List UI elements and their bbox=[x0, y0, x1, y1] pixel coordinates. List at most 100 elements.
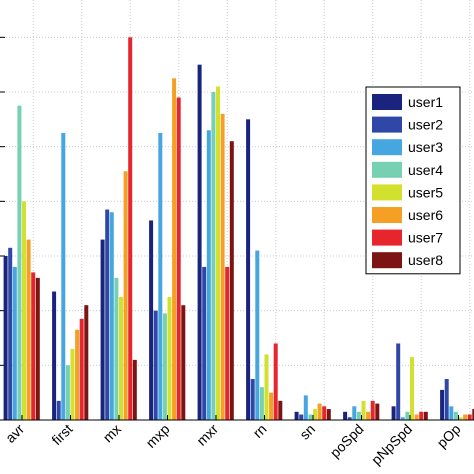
bar-user1-mx bbox=[100, 239, 105, 420]
bar-user4-rn bbox=[259, 387, 264, 420]
bar-user1-avr bbox=[3, 256, 8, 420]
bar-user4-sn bbox=[308, 414, 313, 420]
bar-user4-pOp bbox=[453, 411, 458, 420]
bar-user5-avr bbox=[22, 201, 26, 420]
legend-swatch-user5 bbox=[372, 184, 402, 201]
bar-user7-avr bbox=[31, 272, 36, 420]
bar-user6-first bbox=[75, 329, 80, 420]
bar-user4-mxp bbox=[162, 313, 167, 420]
bars-group bbox=[3, 37, 474, 421]
bar-user8-poSpd bbox=[375, 403, 380, 420]
bar-user7-first bbox=[79, 318, 84, 420]
bar-user1-pOp bbox=[440, 389, 445, 420]
legend-label-user6: user6 bbox=[408, 207, 443, 223]
bar-user8-mxp bbox=[181, 305, 186, 420]
bar-user2-rn bbox=[250, 379, 255, 420]
legend-swatch-user1 bbox=[372, 94, 402, 110]
bar-user6-pNpSpd bbox=[414, 414, 419, 420]
bar-user2-pNpSpd bbox=[396, 343, 401, 420]
bar-user6-mxr bbox=[220, 113, 225, 421]
bar-user2-first bbox=[56, 400, 61, 420]
bar-user3-pNpSpd bbox=[400, 417, 405, 420]
bar-user1-pNpSpd bbox=[391, 406, 396, 420]
legend-label-user3: user3 bbox=[408, 139, 443, 155]
legend-label-user5: user5 bbox=[408, 184, 443, 200]
legend-swatch-user4 bbox=[372, 161, 402, 178]
bar-user4-first bbox=[65, 365, 70, 420]
bar-user8-sn bbox=[326, 409, 331, 420]
bar-user3-avr bbox=[12, 266, 17, 420]
bar-user3-mxr bbox=[206, 130, 211, 420]
bar-user2-avr bbox=[8, 247, 13, 420]
bar-user8-rn bbox=[278, 400, 283, 420]
bar-user7-mxp bbox=[176, 97, 181, 420]
bar-user1-mxr bbox=[197, 64, 202, 421]
bar-user4-mxr bbox=[211, 92, 216, 420]
bar-user3-sn bbox=[303, 395, 308, 420]
bar-user4-avr bbox=[17, 105, 22, 421]
bar-user5-first bbox=[70, 348, 75, 420]
bar-user8-avr bbox=[35, 277, 40, 420]
bar-user1-sn bbox=[294, 411, 299, 420]
legend-label-user1: user1 bbox=[408, 94, 443, 110]
bar-user2-pOp bbox=[444, 379, 449, 420]
bar-user7-poSpd bbox=[370, 400, 375, 420]
legend-label-user4: user4 bbox=[408, 162, 443, 178]
bar-user5-rn bbox=[264, 354, 269, 420]
bar-user2-mx bbox=[105, 209, 110, 420]
bar-user6-rn bbox=[269, 392, 274, 420]
bar-user1-rn bbox=[246, 119, 251, 420]
bar-user5-pOp bbox=[458, 417, 463, 420]
bar-user8-pOp bbox=[472, 409, 474, 420]
bar-user2-sn bbox=[299, 414, 304, 420]
legend-swatch-user2 bbox=[372, 116, 402, 133]
bar-user4-pNpSpd bbox=[405, 411, 410, 420]
bar-user7-pNpSpd bbox=[419, 411, 424, 420]
bar-user2-mxr bbox=[202, 266, 207, 420]
bar-user7-mx bbox=[128, 37, 133, 420]
bar-user3-mx bbox=[109, 212, 114, 420]
legend-swatch-user7 bbox=[372, 229, 402, 246]
bar-user5-mx bbox=[119, 297, 123, 420]
bar-user3-pOp bbox=[449, 406, 454, 420]
bar-user6-sn bbox=[317, 403, 322, 420]
legend-box bbox=[365, 86, 461, 275]
bar-user8-mx bbox=[132, 359, 137, 420]
bar-user4-mx bbox=[114, 277, 119, 420]
bar-user7-mxr bbox=[225, 266, 230, 420]
bar-user5-sn bbox=[313, 409, 317, 420]
bar-user6-mxp bbox=[172, 78, 177, 420]
bar-user7-rn bbox=[273, 343, 278, 420]
bar-user8-mxr bbox=[229, 141, 234, 420]
legend-label-user7: user7 bbox=[408, 230, 443, 246]
legend-swatch-user6 bbox=[372, 207, 402, 223]
bar-user3-poSpd bbox=[352, 406, 357, 420]
bar-user5-mxp bbox=[167, 297, 172, 420]
legend-label-user2: user2 bbox=[408, 117, 443, 133]
bar-user3-rn bbox=[255, 250, 260, 420]
bar-user1-first bbox=[52, 291, 57, 420]
bar-user5-mxr bbox=[216, 86, 220, 420]
legend-swatch-user8 bbox=[372, 252, 402, 269]
bar-user6-avr bbox=[26, 239, 31, 420]
bar-user5-poSpd bbox=[361, 400, 366, 420]
bar-user3-mxp bbox=[158, 133, 163, 420]
bar-user4-poSpd bbox=[356, 411, 361, 420]
bar-user6-mx bbox=[123, 171, 128, 420]
bar-user7-sn bbox=[322, 406, 327, 420]
bar-user1-poSpd bbox=[343, 411, 348, 420]
bar-user1-mxp bbox=[149, 220, 154, 420]
bar-user5-pNpSpd bbox=[410, 357, 414, 420]
legend-label-user8: user8 bbox=[408, 252, 443, 268]
bar-user6-pOp bbox=[463, 414, 468, 420]
bar-user3-first bbox=[61, 133, 66, 420]
bar-user7-pOp bbox=[467, 414, 472, 420]
bar-user8-pNpSpd bbox=[423, 411, 428, 420]
legend: user1 user2 user3 user4 user5 user6 user7 user8 bbox=[365, 86, 461, 275]
bar-user2-mxp bbox=[153, 310, 158, 420]
bar-user8-first bbox=[84, 305, 89, 420]
legend-swatch-user3 bbox=[372, 139, 402, 156]
bar-user6-poSpd bbox=[366, 411, 371, 420]
bar-user2-poSpd bbox=[347, 417, 352, 420]
